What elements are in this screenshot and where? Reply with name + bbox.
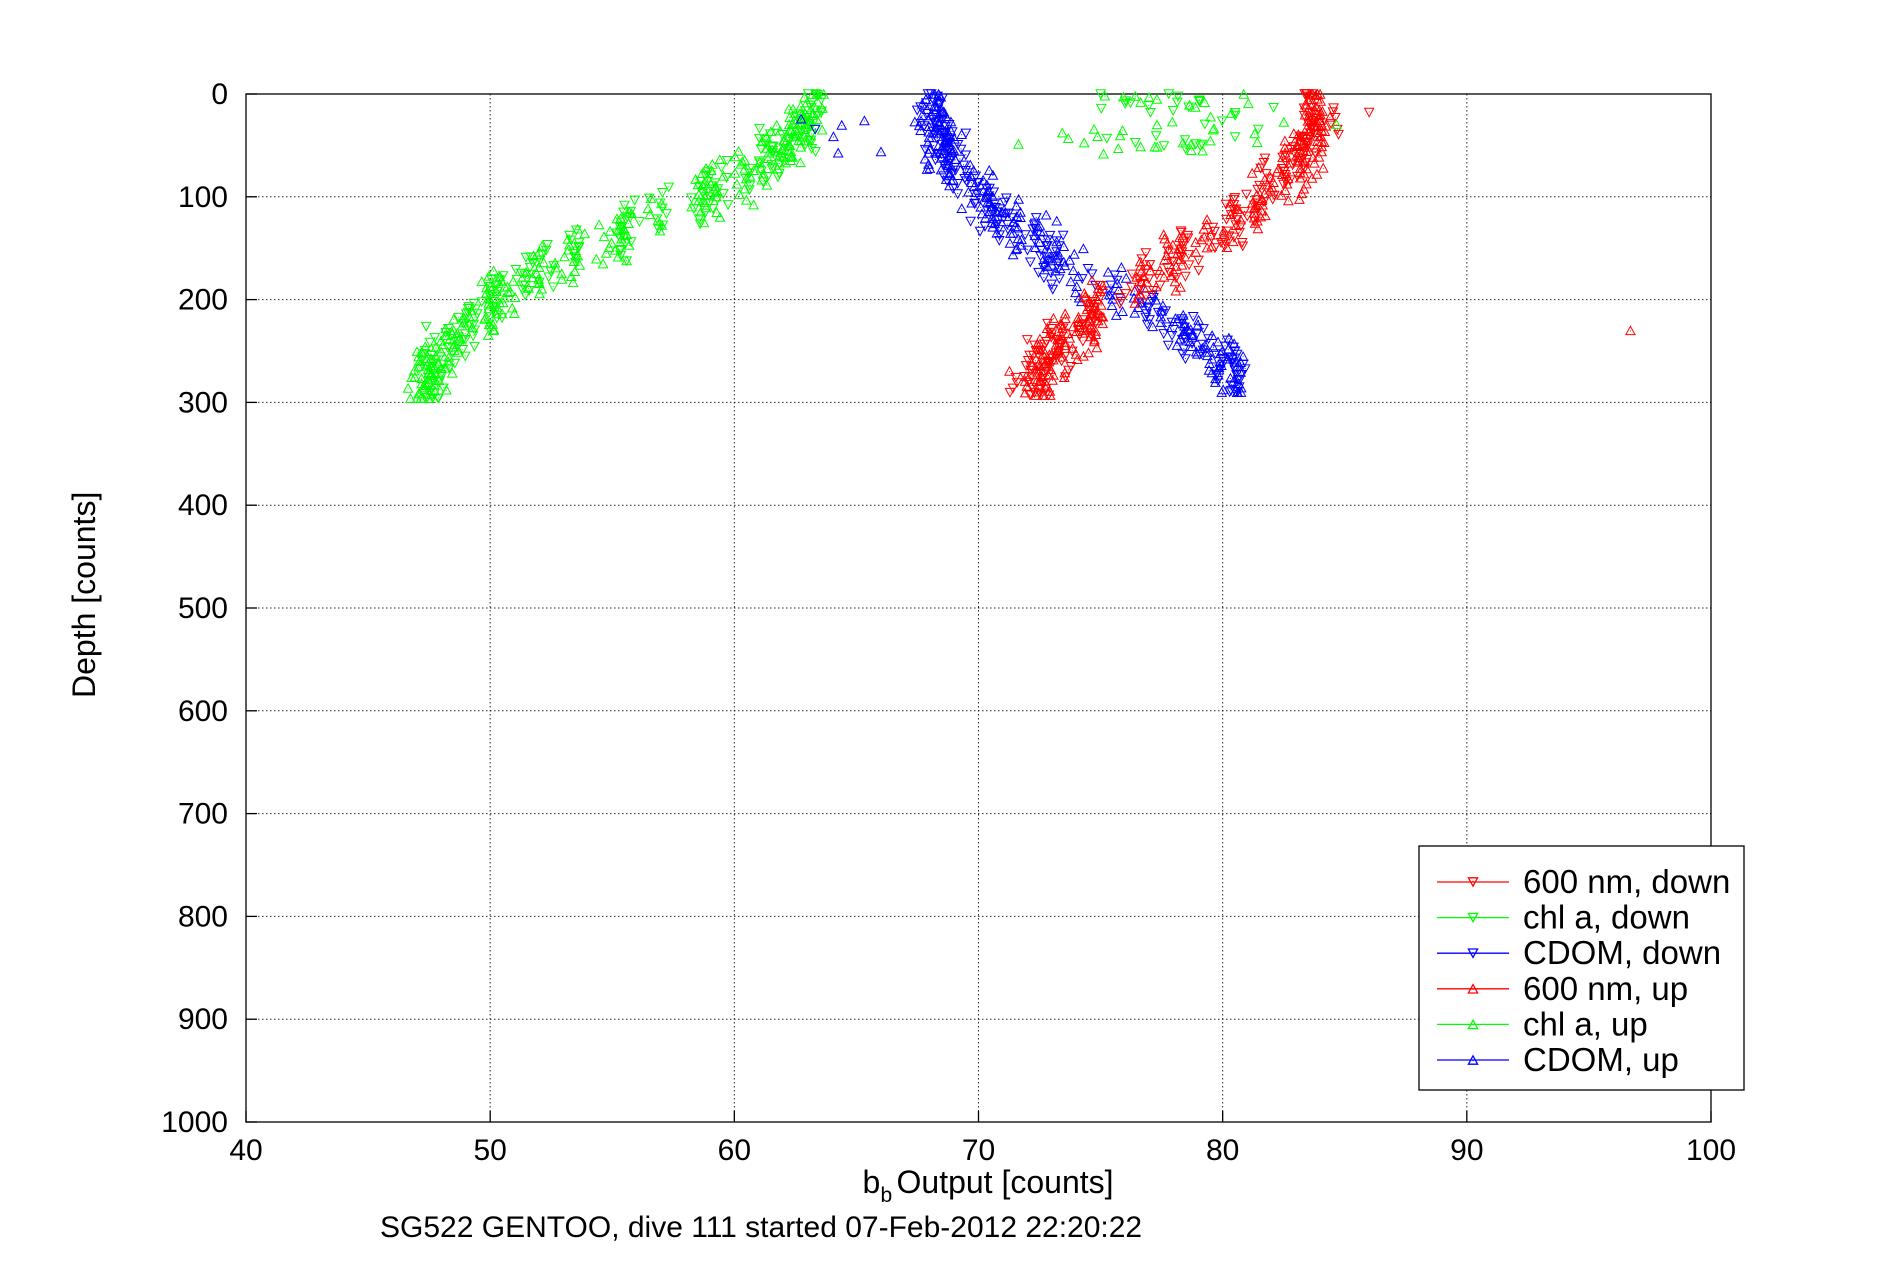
svg-text:chl a, down: chl a, down bbox=[1523, 899, 1690, 936]
svg-text:500: 500 bbox=[178, 592, 228, 625]
svg-text:40: 40 bbox=[229, 1134, 262, 1167]
svg-text:600 nm, down: 600 nm, down bbox=[1523, 863, 1730, 900]
svg-text:CDOM, up: CDOM, up bbox=[1523, 1041, 1679, 1078]
svg-text:200: 200 bbox=[178, 284, 228, 317]
svg-text:100: 100 bbox=[1686, 1134, 1736, 1167]
svg-text:60: 60 bbox=[718, 1134, 751, 1167]
svg-text:90: 90 bbox=[1450, 1134, 1483, 1167]
svg-text:900: 900 bbox=[178, 1003, 228, 1036]
svg-text:300: 300 bbox=[178, 386, 228, 419]
svg-text:1000: 1000 bbox=[161, 1106, 228, 1139]
svg-text:Output [counts]: Output [counts] bbox=[897, 1164, 1114, 1200]
svg-text:Depth [counts]: Depth [counts] bbox=[66, 492, 102, 698]
svg-text:700: 700 bbox=[178, 798, 228, 831]
svg-text:chl a, up: chl a, up bbox=[1523, 1005, 1648, 1042]
svg-text:600 nm, up: 600 nm, up bbox=[1523, 970, 1688, 1007]
svg-text:400: 400 bbox=[178, 489, 228, 522]
svg-text:b: b bbox=[881, 1184, 893, 1207]
svg-text:800: 800 bbox=[178, 900, 228, 933]
svg-text:600: 600 bbox=[178, 695, 228, 728]
svg-text:70: 70 bbox=[962, 1134, 995, 1167]
svg-text:CDOM, down: CDOM, down bbox=[1523, 934, 1721, 971]
svg-text:b: b bbox=[863, 1164, 881, 1200]
svg-text:100: 100 bbox=[178, 181, 228, 214]
svg-text:0: 0 bbox=[211, 78, 228, 111]
svg-text:80: 80 bbox=[1206, 1134, 1239, 1167]
svg-text:SG522 GENTOO, dive 111 started: SG522 GENTOO, dive 111 started 07-Feb-20… bbox=[380, 1211, 1142, 1244]
svg-text:50: 50 bbox=[473, 1134, 506, 1167]
